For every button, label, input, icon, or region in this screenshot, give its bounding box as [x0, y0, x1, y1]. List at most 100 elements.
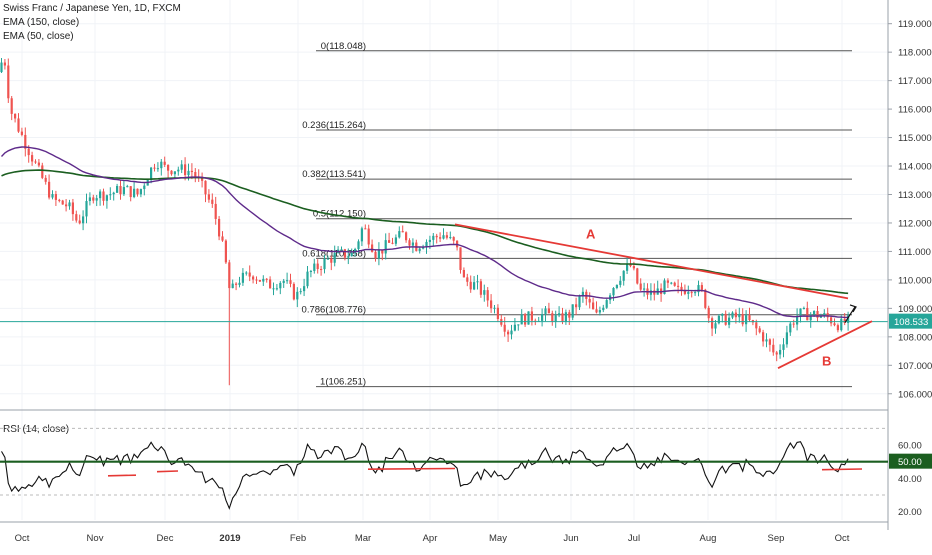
- x-tick-label-8: Jun: [563, 533, 578, 544]
- candle-body-222: [755, 322, 758, 329]
- candle-body-70: [238, 282, 241, 285]
- candle-body-198: [673, 282, 676, 286]
- candle-body-87: [296, 291, 299, 300]
- candle-body-104: [354, 249, 357, 253]
- ema150-line: [1, 169, 849, 295]
- candle-body-37: [126, 186, 129, 188]
- candle-body-41: [139, 189, 142, 195]
- candle-body-210: [714, 323, 717, 329]
- arrow-line: [844, 306, 856, 323]
- fib-label-3: 0.5(112.150): [313, 209, 366, 220]
- candle-body-166: [564, 312, 567, 322]
- candle-body-226: [768, 339, 771, 345]
- candle-body-146: [496, 307, 499, 320]
- candle-body-16: [54, 194, 57, 200]
- candle-body-129: [439, 237, 442, 239]
- candle-body-55: [187, 170, 190, 176]
- candle-body-212: [721, 313, 724, 316]
- candle-body-227: [772, 344, 775, 353]
- candle-body-18: [61, 200, 64, 205]
- candle-body-61: [207, 194, 210, 200]
- candle-body-165: [561, 313, 564, 322]
- candle-body-163: [554, 315, 557, 322]
- candle-body-139: [473, 282, 476, 290]
- candle-body-160: [544, 308, 547, 315]
- candle-body-224: [762, 332, 765, 342]
- candle-body-115: [391, 242, 394, 244]
- candle-body-141: [479, 281, 482, 295]
- candle-body-78: [265, 278, 268, 280]
- candle-body-186: [632, 266, 635, 269]
- candle-body-171: [581, 291, 584, 297]
- candle-body-97: [330, 258, 333, 263]
- last-price-label: 108.533: [894, 317, 928, 328]
- candle-body-25: [85, 201, 88, 217]
- candle-body-205: [697, 285, 700, 293]
- candle-body-218: [741, 314, 744, 325]
- candle-body-100: [340, 249, 343, 251]
- candle-body-94: [320, 269, 323, 271]
- ema-lines: [0, 146, 849, 319]
- candle-body-232: [789, 323, 792, 333]
- candle-body-240: [816, 310, 819, 318]
- candle-body-159: [541, 314, 544, 321]
- candle-body-1: [3, 62, 6, 66]
- candle-body-245: [833, 323, 836, 326]
- candle-body-19: [65, 204, 68, 207]
- y-tick-label-8: 111.000: [898, 247, 931, 258]
- candle-body-207: [704, 289, 707, 308]
- candle-body-35: [119, 186, 122, 195]
- candle-body-219: [745, 315, 748, 325]
- candle-body-76: [258, 279, 261, 282]
- candle-body-31: [105, 195, 108, 201]
- x-tick-label-6: Apr: [423, 533, 438, 544]
- candle-body-91: [309, 270, 312, 272]
- candle-body-128: [435, 235, 438, 238]
- x-tick-label-3: 2019: [219, 533, 240, 544]
- candle-body-125: [425, 241, 428, 248]
- trendlines: AB: [0, 223, 888, 369]
- candle-body-114: [388, 240, 391, 243]
- fib-levels: 0(118.048) 0.236(115.264) 0.382(113.541) 0.…: [302, 41, 852, 388]
- candle-body-127: [432, 235, 435, 240]
- candle-body-184: [626, 264, 629, 271]
- candle-body-247: [840, 318, 843, 331]
- candle-body-152: [517, 324, 520, 326]
- x-tick-label-4: Feb: [290, 533, 306, 544]
- candle-body-231: [785, 332, 788, 345]
- x-tick-label-11: Sep: [768, 533, 785, 544]
- candle-body-77: [262, 278, 265, 282]
- candle-body-3: [10, 98, 13, 114]
- x-tick-label-5: Mar: [355, 533, 371, 544]
- candle-body-217: [738, 314, 741, 318]
- candle-body-8: [27, 148, 30, 156]
- candle-body-246: [836, 325, 839, 331]
- candle-body-44: [150, 167, 153, 181]
- candle-body-81: [275, 288, 278, 290]
- candle-body-33: [112, 192, 115, 195]
- candle-body-49: [167, 164, 170, 171]
- candle-body-14: [48, 181, 51, 198]
- candle-body-30: [102, 191, 105, 201]
- candle-body-108: [367, 228, 370, 245]
- candle-body-196: [666, 280, 669, 283]
- candle-body-56: [190, 170, 193, 173]
- candle-body-90: [306, 271, 309, 287]
- candle-body-93: [316, 263, 319, 270]
- candle-body-201: [683, 290, 686, 294]
- candle-body-195: [663, 280, 666, 295]
- candle-body-67: [228, 262, 231, 289]
- candle-body-105: [357, 241, 360, 250]
- candle-body-113: [384, 240, 387, 254]
- candle-body-124: [422, 247, 425, 249]
- candle-body-112: [381, 249, 384, 254]
- candle-body-6: [20, 131, 23, 135]
- candle-body-59: [201, 177, 204, 181]
- candle-body-42: [143, 185, 146, 190]
- candle-body-142: [483, 290, 486, 295]
- candle-body-230: [782, 344, 785, 350]
- candle-body-26: [88, 197, 91, 202]
- candle-body-84: [286, 280, 289, 282]
